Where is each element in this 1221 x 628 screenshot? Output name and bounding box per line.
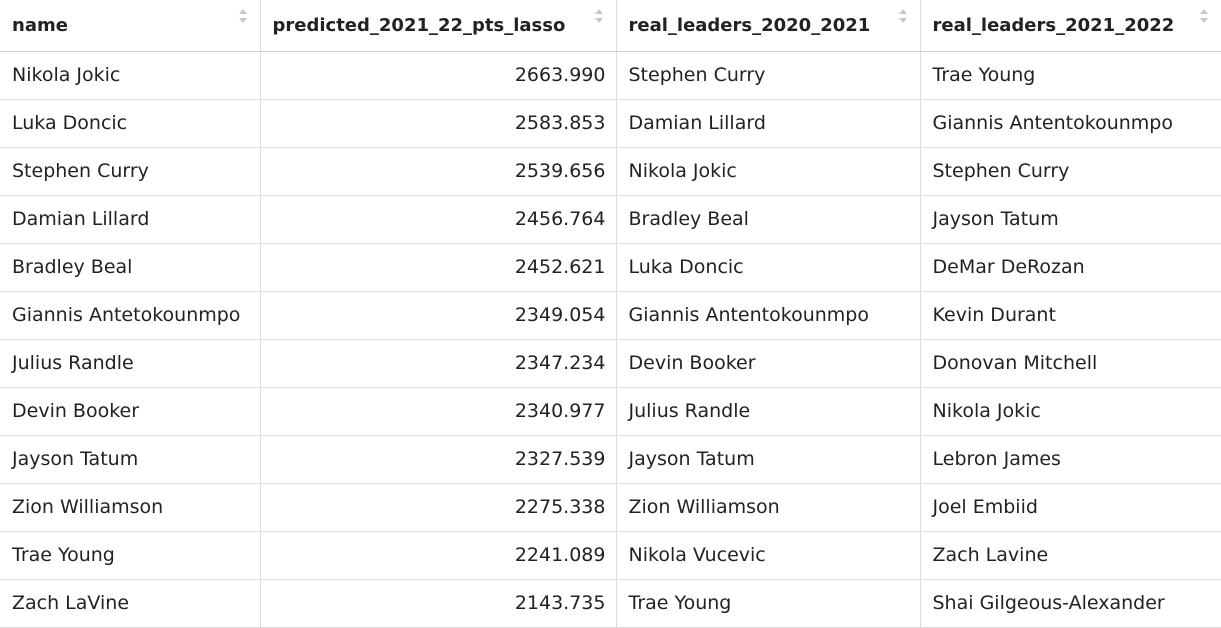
cell-predicted-pts: 2347.234 (259, 338, 617, 388)
cell-real-leader-2021-2022: Jayson Tatum (919, 194, 1221, 244)
column-header-label: predicted_2021_22_pts_lasso (272, 14, 566, 36)
table-row: Luka Doncic 2583.853 Damian Lillard Giannis… (0, 98, 1221, 148)
cell-real-leader-2020-2021: Giannis Antentokounmpo (615, 290, 921, 340)
cell-name: Nikola Jokic (0, 50, 261, 100)
cell-real-leader-2021-2022: Trae Young (919, 50, 1221, 100)
cell-real-leader-2020-2021: Damian Lillard (615, 98, 921, 148)
cell-predicted-pts: 2583.853 (259, 98, 617, 148)
cell-name: Zion Williamson (0, 482, 261, 532)
cell-real-leader-2020-2021: Bradley Beal (615, 194, 921, 244)
cell-name: Bradley Beal (0, 242, 261, 292)
table-row: Damian Lillard 2456.764 Bradley Beal Jayson… (0, 194, 1221, 244)
table-body: Nikola Jokic 2663.990 Stephen Curry Trae Yo… (0, 50, 1221, 628)
cell-real-leader-2020-2021: Devin Booker (615, 338, 921, 388)
column-header-label: name (12, 14, 68, 36)
cell-real-leader-2020-2021: Nikola Vucevic (615, 530, 921, 580)
sort-arrows-icon[interactable] (238, 7, 248, 25)
cell-real-leader-2021-2022: Kevin Durant (919, 290, 1221, 340)
cell-real-leader-2020-2021: Nikola Jokic (615, 146, 921, 196)
cell-predicted-pts: 2327.539 (259, 434, 617, 484)
cell-name: Stephen Curry (0, 146, 261, 196)
cell-real-leader-2020-2021: Zion Williamson (615, 482, 921, 532)
column-header-name[interactable]: name (0, 0, 261, 52)
cell-predicted-pts: 2143.735 (259, 578, 617, 628)
table-row: Giannis Antetokounmpo 2349.054 Giannis Ant… (0, 290, 1221, 340)
table-row: Devin Booker 2340.977 Julius Randle Nikola … (0, 386, 1221, 436)
cell-real-leader-2021-2022: Zach Lavine (919, 530, 1221, 580)
cell-real-leader-2021-2022: Stephen Curry (919, 146, 1221, 196)
cell-real-leader-2021-2022: Donovan Mitchell (919, 338, 1221, 388)
table-row: Trae Young 2241.089 Nikola Vucevic Zach Lav… (0, 530, 1221, 580)
table-row: Zach LaVine 2143.735 Trae Young Shai Gilgeo… (0, 578, 1221, 628)
cell-real-leader-2020-2021: Luka Doncic (615, 242, 921, 292)
cell-name: Giannis Antetokounmpo (0, 290, 261, 340)
cell-name: Damian Lillard (0, 194, 261, 244)
cell-predicted-pts: 2452.621 (259, 242, 617, 292)
cell-real-leader-2020-2021: Jayson Tatum (615, 434, 921, 484)
cell-name: Trae Young (0, 530, 261, 580)
column-header-label: real_leaders_2021_2022 (932, 14, 1175, 36)
cell-name: Jayson Tatum (0, 434, 261, 484)
cell-real-leader-2021-2022: Lebron James (919, 434, 1221, 484)
cell-predicted-pts: 2275.338 (259, 482, 617, 532)
cell-predicted-pts: 2456.764 (259, 194, 617, 244)
cell-real-leader-2021-2022: Nikola Jokic (919, 386, 1221, 436)
cell-predicted-pts: 2241.089 (259, 530, 617, 580)
table-row: Bradley Beal 2452.621 Luka Doncic DeMar DeR… (0, 242, 1221, 292)
column-header-real-2021-2022[interactable]: real_leaders_2021_2022 (919, 0, 1221, 52)
header-row: name predicted_2021_22_pts_lasso real_le… (0, 0, 1221, 52)
table-row: Jayson Tatum 2327.539 Jayson Tatum Lebron J… (0, 434, 1221, 484)
cell-real-leader-2021-2022: Joel Embiid (919, 482, 1221, 532)
column-header-real-2020-2021[interactable]: real_leaders_2020_2021 (615, 0, 921, 52)
cell-name: Julius Randle (0, 338, 261, 388)
table-row: Julius Randle 2347.234 Devin Booker Donovan… (0, 338, 1221, 388)
sort-arrows-icon[interactable] (594, 7, 604, 25)
table-header: name predicted_2021_22_pts_lasso real_le… (0, 0, 1221, 52)
column-header-label: real_leaders_2020_2021 (628, 14, 871, 36)
cell-real-leader-2021-2022: Shai Gilgeous-Alexander (919, 578, 1221, 628)
cell-predicted-pts: 2539.656 (259, 146, 617, 196)
cell-name: Zach LaVine (0, 578, 261, 628)
column-header-predicted[interactable]: predicted_2021_22_pts_lasso (259, 0, 617, 52)
cell-predicted-pts: 2349.054 (259, 290, 617, 340)
cell-real-leader-2021-2022: Giannis Antentokounmpo (919, 98, 1221, 148)
cell-name: Luka Doncic (0, 98, 261, 148)
cell-name: Devin Booker (0, 386, 261, 436)
table-row: Nikola Jokic 2663.990 Stephen Curry Trae Yo… (0, 50, 1221, 100)
cell-real-leader-2020-2021: Stephen Curry (615, 50, 921, 100)
cell-real-leader-2021-2022: DeMar DeRozan (919, 242, 1221, 292)
cell-predicted-pts: 2663.990 (259, 50, 617, 100)
table-row: Zion Williamson 2275.338 Zion Williamson Jo… (0, 482, 1221, 532)
sort-arrows-icon[interactable] (1199, 7, 1209, 25)
cell-predicted-pts: 2340.977 (259, 386, 617, 436)
sort-arrows-icon[interactable] (898, 7, 908, 25)
cell-real-leader-2020-2021: Trae Young (615, 578, 921, 628)
cell-real-leader-2020-2021: Julius Randle (615, 386, 921, 436)
table-row: Stephen Curry 2539.656 Nikola Jokic Stephen… (0, 146, 1221, 196)
